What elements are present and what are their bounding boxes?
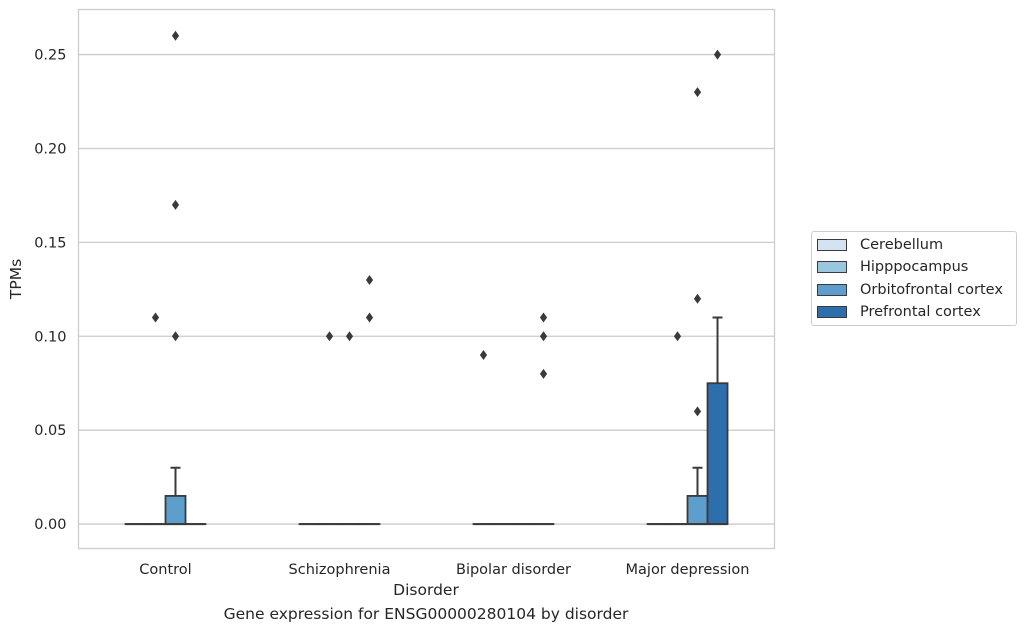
x-tick-label: Control xyxy=(139,562,191,578)
gridlines xyxy=(78,53,775,525)
legend-swatch xyxy=(817,261,847,273)
outlier-point xyxy=(539,331,548,342)
x-tick-label: Bipolar disorder xyxy=(456,562,571,578)
legend-label: Cerebellum xyxy=(860,237,944,253)
x-axis-ticks: Control Schizophrenia Bipolar disorder Majo… xyxy=(139,562,749,578)
legend-label: Prefrontal cortex xyxy=(860,304,981,320)
y-tick-label: 0.15 xyxy=(34,235,66,251)
legend-swatch xyxy=(817,306,847,318)
outlier-point xyxy=(693,293,702,304)
y-tick-label: 0.00 xyxy=(34,517,66,533)
legend: Cerebellum Hipppocampus Orbitofrontal co… xyxy=(811,231,1017,326)
outlier-point xyxy=(539,368,548,379)
legend-swatch xyxy=(817,239,847,251)
legend-item-cerebellum: Cerebellum xyxy=(817,235,943,255)
box xyxy=(164,466,187,526)
chart-caption: Gene expression for ENSG00000280104 by d… xyxy=(223,605,629,623)
y-tick-label: 0.05 xyxy=(34,423,66,439)
outlier-point xyxy=(539,312,548,323)
box xyxy=(706,316,729,526)
plot-area-frame xyxy=(77,8,776,550)
outlier-point xyxy=(151,312,160,323)
legend-label: Hipppocampus xyxy=(860,259,969,275)
y-axis-label: TPMs xyxy=(7,259,25,300)
box-body xyxy=(164,495,187,525)
outlier-point xyxy=(171,199,180,210)
box-body xyxy=(686,495,709,525)
y-tick-label: 0.25 xyxy=(34,48,66,64)
outlier-point xyxy=(345,331,354,342)
outlier-point xyxy=(693,406,702,417)
outlier-point xyxy=(479,350,488,361)
boxes xyxy=(124,316,729,526)
outlier-point xyxy=(365,312,374,323)
outlier-point xyxy=(171,331,180,342)
outlier-point xyxy=(693,87,702,98)
legend-item-orbitofrontal-cortex: Orbitofrontal cortex xyxy=(817,280,1003,300)
legend-item-prefrontal-cortex: Prefrontal cortex xyxy=(817,302,981,322)
x-tick-label: Schizophrenia xyxy=(289,562,391,578)
legend-item-hippocampus: Hipppocampus xyxy=(817,257,968,277)
legend-label: Orbitofrontal cortex xyxy=(860,282,1003,298)
y-tick-label: 0.20 xyxy=(34,141,66,157)
y-tick-label: 0.10 xyxy=(34,329,66,345)
x-tick-label: Major depression xyxy=(626,562,750,578)
outlier-point xyxy=(673,331,682,342)
box-body xyxy=(706,382,729,525)
legend-swatch xyxy=(817,284,847,296)
y-axis-ticks: 0.00 0.05 0.10 0.15 0.20 0.25 xyxy=(34,48,66,534)
x-axis-label: Disorder xyxy=(393,581,459,599)
box xyxy=(686,466,709,526)
outlier-point xyxy=(365,274,374,285)
outlier-point xyxy=(713,49,722,60)
outlier-point xyxy=(171,30,180,41)
outlier-point xyxy=(325,331,334,342)
outliers xyxy=(151,30,722,417)
